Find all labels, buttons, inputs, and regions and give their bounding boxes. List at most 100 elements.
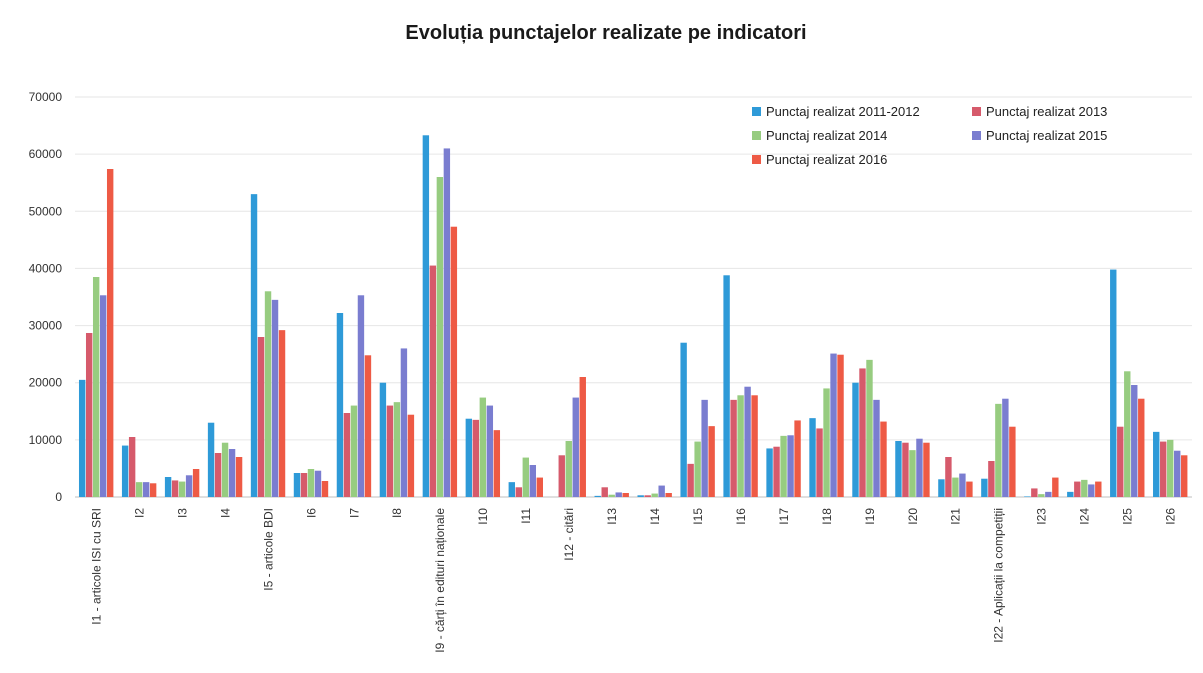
y-axis-ticks: 0 10000 20000 30000 40000 50000 60000 70000: [29, 90, 63, 504]
y-tick-label: 40000: [29, 261, 63, 275]
bar: [859, 368, 866, 497]
bar: [988, 461, 995, 497]
x-tick-label: I8: [390, 508, 404, 518]
bar: [737, 395, 744, 497]
bar: [952, 477, 959, 497]
x-tick-label: I25: [1121, 508, 1135, 525]
bar: [866, 359, 873, 497]
bar: [422, 135, 430, 498]
bar: [701, 399, 708, 497]
bar: [300, 473, 308, 497]
bar: [450, 226, 458, 497]
bar: [1074, 481, 1081, 497]
bar: [945, 457, 952, 497]
bar: [1024, 496, 1031, 497]
bar: [1009, 426, 1016, 497]
x-tick-label: I10: [476, 508, 490, 525]
bar: [364, 355, 372, 497]
x-tick-label: I19: [863, 508, 877, 525]
bar: [730, 399, 737, 497]
bar: [336, 313, 344, 497]
bar: [250, 194, 258, 497]
bar: [164, 477, 172, 497]
y-tick-label: 50000: [29, 204, 63, 218]
bar: [687, 463, 694, 497]
x-axis-ticks: I1 - articole ISI cu SRI I2 I3 I4 I5 - artic…: [89, 508, 1177, 653]
bar: [1052, 477, 1059, 497]
bar: [658, 485, 665, 497]
legend-swatch: [752, 131, 761, 140]
bar: [981, 478, 988, 497]
bar: [1124, 371, 1131, 497]
bar: [1181, 455, 1188, 497]
bar: [178, 481, 186, 497]
bar: [1095, 481, 1102, 497]
bar: [386, 405, 394, 497]
bar: [443, 148, 451, 497]
bar: [1138, 398, 1145, 497]
bar: [1174, 450, 1181, 497]
y-tick-label: 30000: [29, 319, 63, 333]
bar: [379, 382, 387, 497]
bar: [429, 265, 437, 497]
bar: [780, 435, 787, 497]
x-tick-label: I20: [906, 508, 920, 525]
bar: [479, 397, 487, 497]
bar: [594, 495, 601, 497]
bar: [572, 397, 579, 497]
bar: [128, 437, 136, 497]
x-tick-label: I16: [734, 508, 748, 525]
bar: [1067, 491, 1074, 497]
bar: [579, 377, 586, 497]
bar: [121, 445, 129, 497]
bar: [665, 493, 672, 497]
bar: [773, 446, 780, 497]
bar: [601, 487, 608, 497]
bar: [895, 441, 902, 497]
bar: [723, 275, 730, 497]
x-tick-label: I3: [175, 508, 189, 518]
bar: [1081, 479, 1088, 497]
bar: [1117, 426, 1124, 497]
bar: [508, 482, 515, 497]
bar: [909, 450, 916, 497]
bar: [436, 177, 444, 497]
legend-swatch: [752, 155, 761, 164]
bar: [278, 330, 286, 497]
bar: [787, 435, 794, 497]
bar: [1038, 494, 1045, 497]
bar: [1131, 385, 1138, 497]
x-tick-label: I1 - articole ISI cu SRI: [89, 508, 103, 625]
bar: [529, 465, 536, 497]
bar: [1088, 484, 1095, 497]
x-tick-label: I15: [691, 508, 705, 525]
bar: [751, 395, 758, 497]
y-tick-label: 0: [55, 490, 62, 504]
bar: [214, 453, 222, 497]
x-tick-label: I6: [304, 508, 318, 518]
bar: [400, 348, 408, 497]
legend-label: Punctaj realizat 2016: [766, 152, 887, 167]
bar: [1153, 431, 1160, 497]
bar: [522, 457, 529, 497]
bar: [966, 481, 973, 497]
bar: [558, 455, 565, 497]
bar: [608, 494, 615, 497]
bar: [637, 495, 644, 497]
bar: [1160, 441, 1167, 497]
bar: [149, 483, 157, 497]
bar: [357, 295, 365, 497]
x-tick-label: I24: [1078, 508, 1092, 525]
bar: [622, 493, 629, 497]
x-tick-label: I21: [949, 508, 963, 525]
x-tick-label: I23: [1035, 508, 1049, 525]
bars: [78, 135, 1188, 498]
bar: [938, 479, 945, 497]
bar: [644, 495, 651, 497]
bar: [816, 428, 823, 497]
bar: [873, 399, 880, 497]
x-tick-label: I7: [347, 508, 361, 518]
bar: [207, 422, 215, 497]
